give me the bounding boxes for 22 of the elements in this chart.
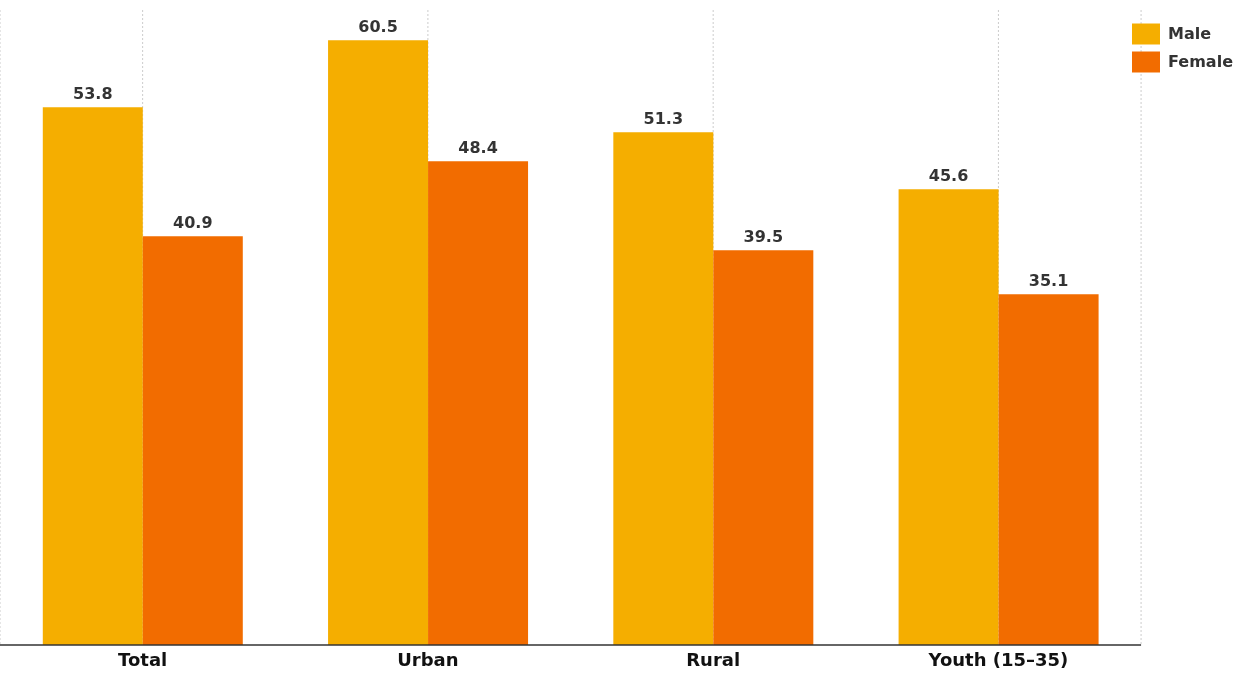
data-label: 53.8	[73, 84, 113, 104]
bar	[613, 132, 714, 645]
bar	[713, 250, 814, 645]
x-tick-label: Rural	[686, 648, 741, 670]
x-tick-label: Total	[118, 648, 168, 670]
bar	[328, 40, 429, 645]
bar	[142, 236, 243, 645]
bar	[998, 294, 1099, 645]
data-label: 35.1	[1028, 271, 1069, 291]
data-label: 60.5	[358, 17, 398, 37]
data-label: 39.5	[743, 227, 784, 247]
data-label: 48.4	[458, 138, 498, 158]
data-label: 40.9	[173, 213, 213, 233]
data-label: 51.3	[643, 109, 684, 129]
x-tick-label: Youth (15–35)	[927, 648, 1069, 670]
legend-label: Female	[1168, 51, 1233, 71]
bar	[42, 107, 143, 645]
bar	[898, 189, 999, 645]
x-tick-label: Urban	[397, 648, 459, 670]
bar	[428, 161, 529, 645]
legend-label: Male	[1168, 23, 1212, 43]
data-label: 45.6	[928, 166, 969, 186]
